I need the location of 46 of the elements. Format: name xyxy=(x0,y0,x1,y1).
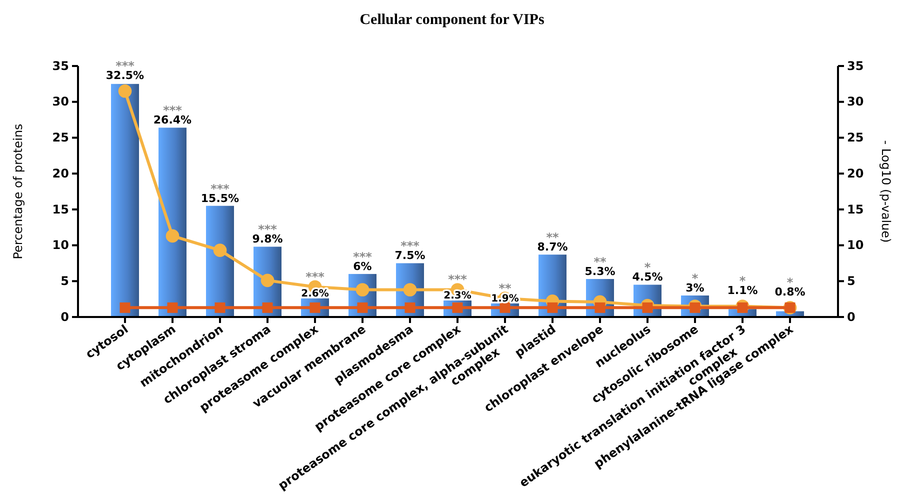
y-tick-label: 0 xyxy=(60,310,69,324)
bar xyxy=(111,84,139,317)
point xyxy=(737,302,748,313)
data-label: 1.1% xyxy=(727,284,758,298)
annotation: *** xyxy=(306,270,326,284)
y2-tick-label: 25 xyxy=(847,130,864,145)
y2-tick-label: 10 xyxy=(847,238,864,252)
y2-axis-title: - Log10 (p-value) xyxy=(879,140,893,243)
y-axis-title: Percentage of proteins xyxy=(11,124,25,260)
y-tick-label: 15 xyxy=(52,202,69,216)
point xyxy=(404,302,416,313)
data-label: 6% xyxy=(353,260,372,273)
data-label: 2.3% xyxy=(444,290,472,302)
data-label: 2.6% xyxy=(301,288,329,300)
y2-tick-label: 35 xyxy=(847,58,864,73)
y2-tick-label: 5 xyxy=(847,274,856,288)
point xyxy=(118,84,132,98)
y2-tick-label: 20 xyxy=(847,166,864,180)
bar xyxy=(158,128,186,317)
point xyxy=(213,244,227,257)
annotation: *** xyxy=(448,272,468,287)
y-tick-label: 25 xyxy=(52,130,69,145)
annotation: ** xyxy=(498,281,512,296)
y-tick-label: 5 xyxy=(60,274,69,288)
point xyxy=(214,302,226,313)
data-label: 4.5% xyxy=(632,270,663,284)
y-tick-label: 35 xyxy=(52,58,69,73)
point xyxy=(594,302,606,313)
y2-tick-label: 15 xyxy=(847,202,864,216)
point xyxy=(120,302,130,313)
point xyxy=(262,302,273,313)
chart-title: Cellular component for VIPs xyxy=(360,12,544,28)
data-label: 5.3% xyxy=(584,264,616,278)
point xyxy=(547,302,558,313)
point xyxy=(260,274,274,288)
y2-tick-label: 30 xyxy=(847,94,864,109)
point xyxy=(642,302,653,313)
y-tick-label: 10 xyxy=(52,238,69,252)
point xyxy=(167,302,178,313)
y-tick-label: 20 xyxy=(52,166,69,180)
y2-tick-label: 0 xyxy=(847,310,856,324)
data-label: 15.5% xyxy=(200,192,240,205)
y-tick-label: 30 xyxy=(52,94,69,109)
point xyxy=(357,302,368,313)
point xyxy=(166,229,180,243)
data-label: 3% xyxy=(686,281,704,294)
